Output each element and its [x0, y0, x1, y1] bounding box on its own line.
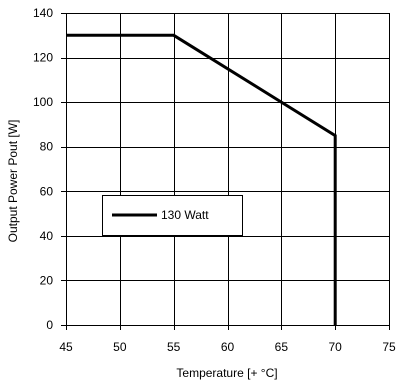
x-tick-label-65: 65: [275, 340, 289, 354]
legend: 130 Watt: [102, 195, 243, 236]
y-tick-label-20: 20: [40, 273, 54, 287]
series: [66, 33, 337, 325]
y-tick-label-0: 0: [46, 318, 53, 332]
y-tick-labels: 0 20 40 60 80 100 120 140: [33, 6, 53, 332]
x-tick-label-55: 55: [167, 340, 181, 354]
y-tick-label-80: 80: [40, 140, 54, 154]
y-tick-label-120: 120: [33, 51, 53, 65]
axis-ticks: [61, 13, 390, 330]
y-axis-label: Output Power Pout [W]: [6, 120, 20, 243]
series-line-130-watt: [66, 33, 337, 325]
y-tick-label-100: 100: [33, 95, 53, 109]
grid: [66, 13, 390, 326]
legend-label-130-watt: 130 Watt: [161, 208, 209, 222]
x-axis-label: Temperature [+ °C]: [176, 366, 277, 380]
x-tick-label-75: 75: [382, 340, 396, 354]
x-tick-label-50: 50: [113, 340, 127, 354]
x-tick-label-70: 70: [328, 340, 342, 354]
y-tick-label-60: 60: [40, 184, 54, 198]
x-tick-labels: 45 50 55 60 65 70 75: [59, 340, 396, 354]
y-tick-label-140: 140: [33, 6, 53, 20]
x-tick-label-60: 60: [221, 340, 235, 354]
x-tick-label-45: 45: [59, 340, 73, 354]
y-tick-label-40: 40: [40, 229, 54, 243]
